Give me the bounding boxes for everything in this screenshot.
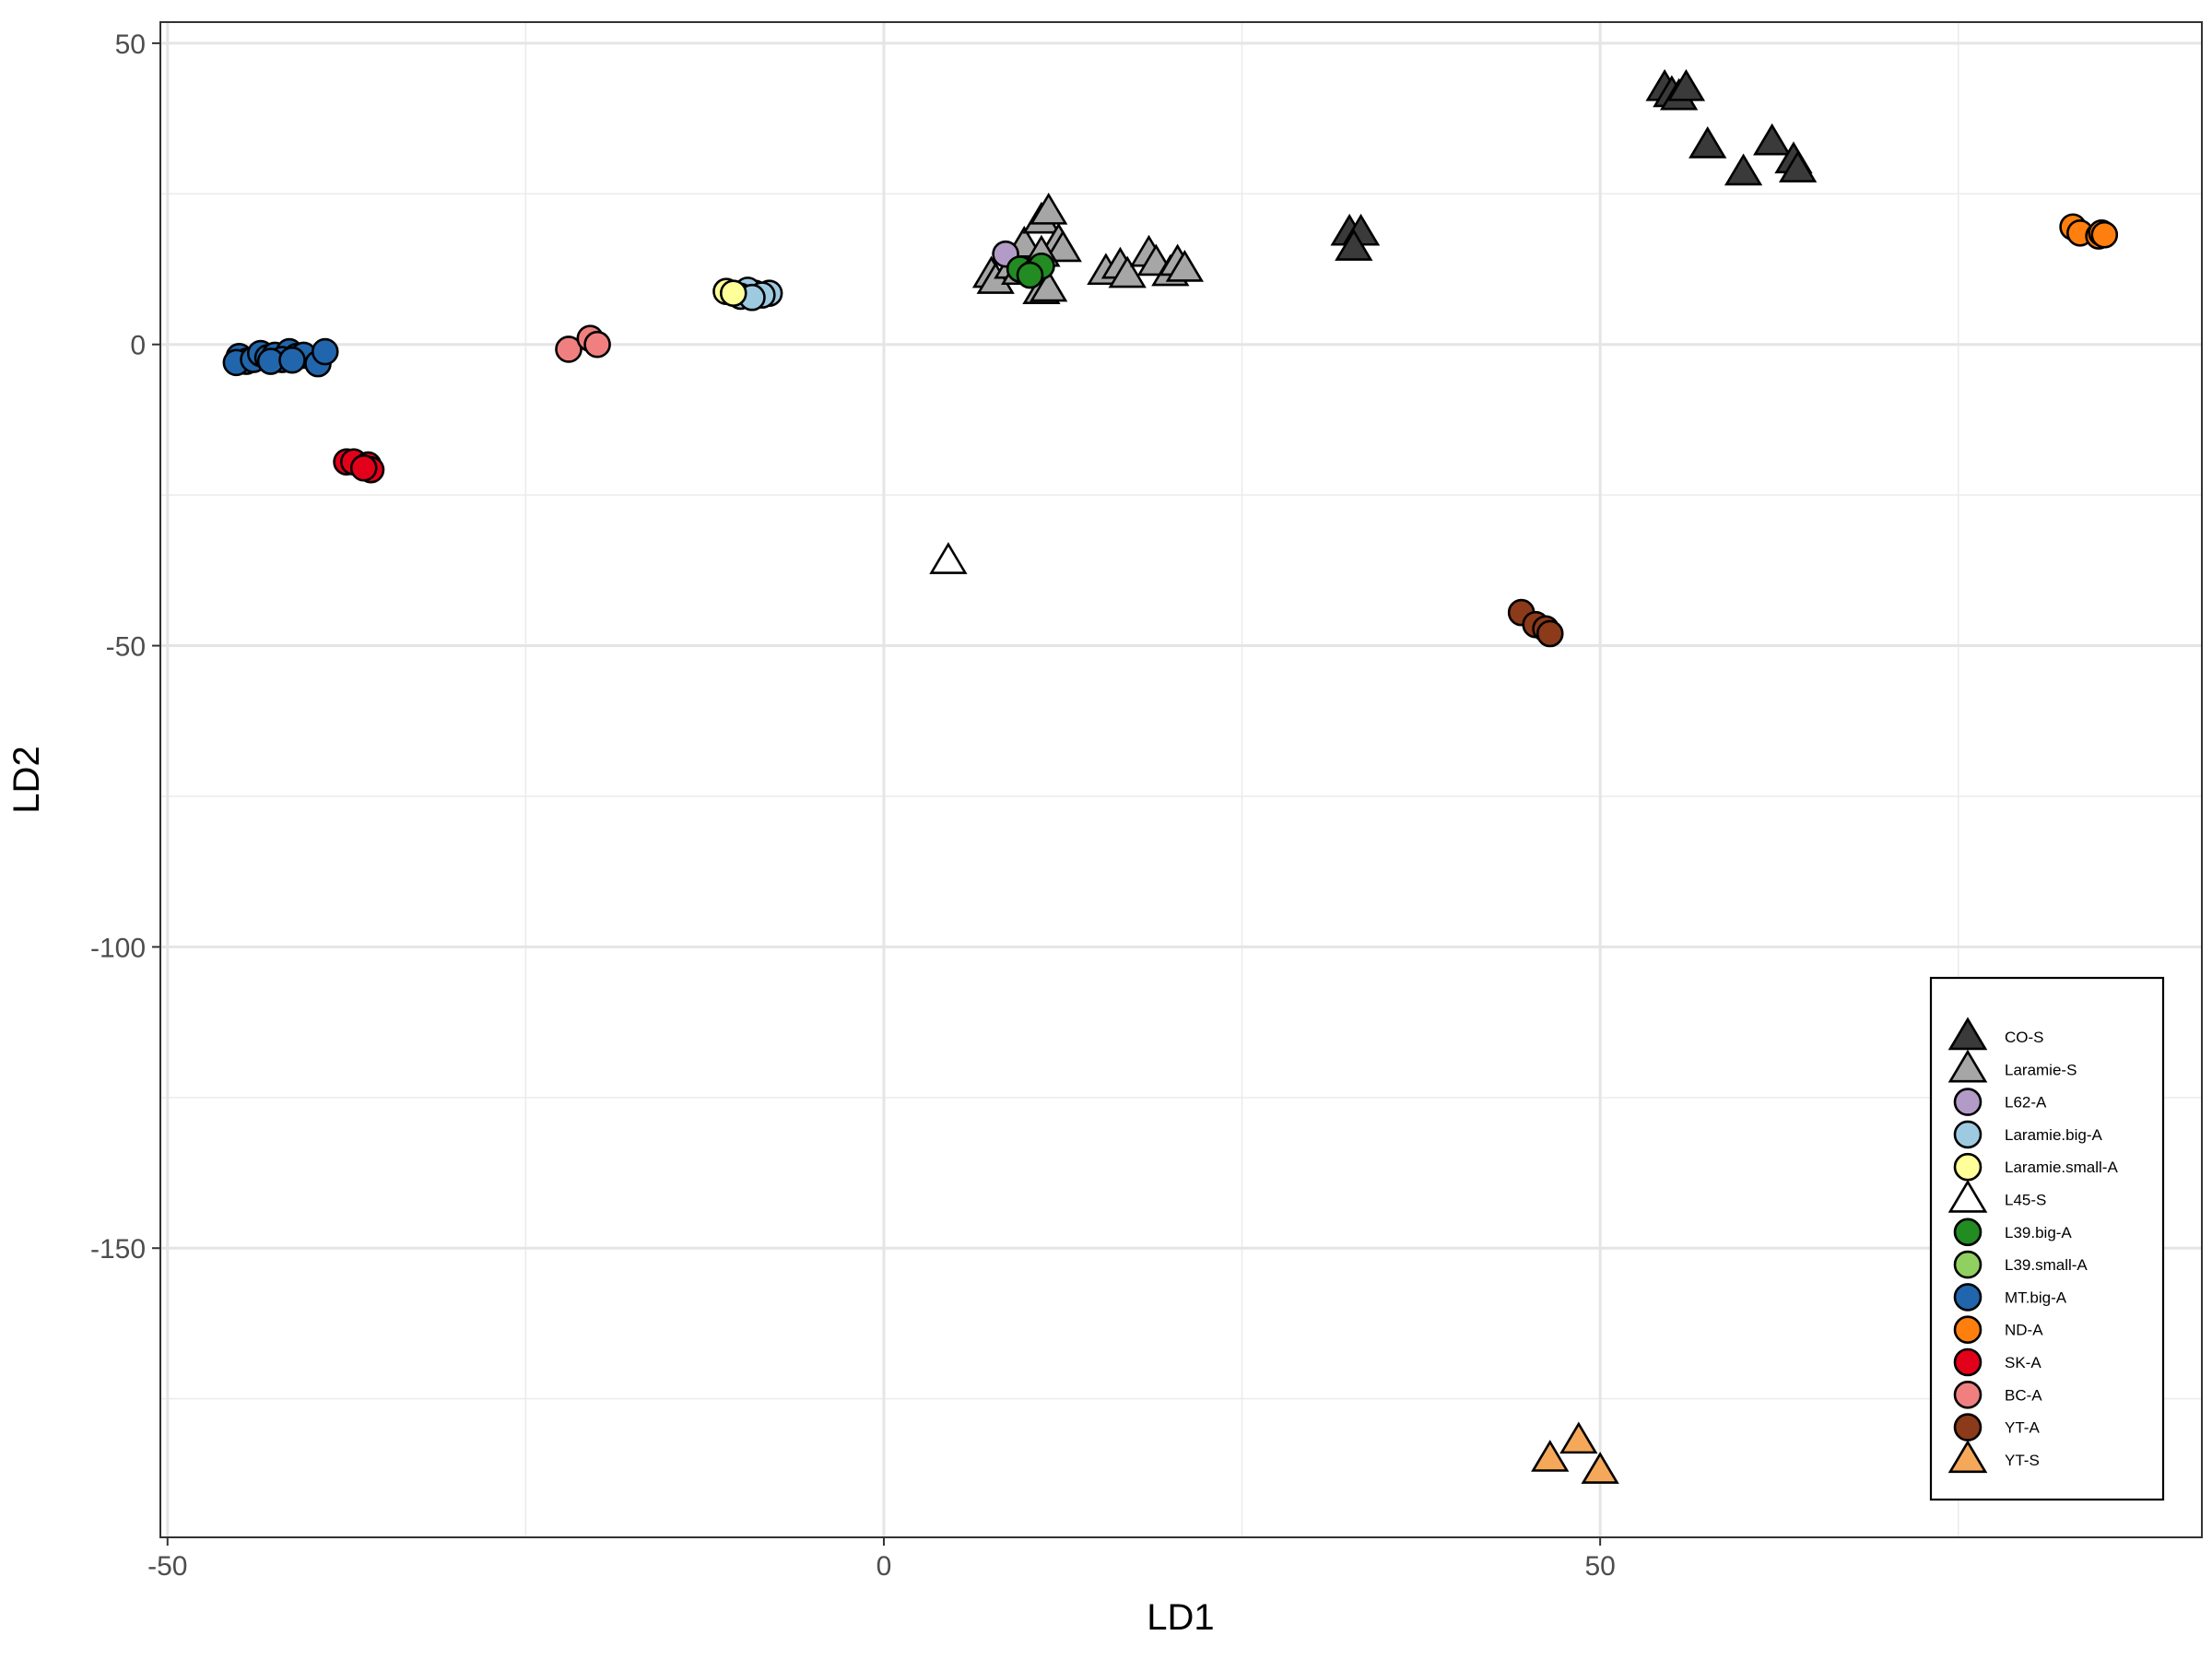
plot-border <box>159 21 2203 1538</box>
point-laramie-s <box>1030 269 1068 302</box>
minor-gridlines <box>160 22 2202 1537</box>
legend-label-nd-a: ND-A <box>2005 1322 2043 1339</box>
x-axis: -50 0 50 <box>147 1537 1616 1582</box>
point-yt-s <box>1531 1440 1570 1472</box>
point-laramie-small-a <box>719 279 747 307</box>
legend-label-laramie-small-a: Laramie.small-A <box>2005 1159 2118 1176</box>
y-tick-label: -50 <box>106 632 146 663</box>
legend-key-bc-a <box>1953 1381 1983 1409</box>
x-tick-label: 50 <box>1584 1551 1615 1582</box>
legend-label-l62-a: L62-A <box>2005 1094 2047 1112</box>
point-co-s <box>1753 123 1792 156</box>
x-tick-label: -50 <box>147 1551 187 1582</box>
major-gridlines <box>160 22 2202 1537</box>
plot-panel <box>160 22 2202 1537</box>
point-l45-s <box>929 542 968 574</box>
point-laramie-s <box>1165 250 1205 282</box>
x-tick-label: 0 <box>877 1551 892 1582</box>
y-tick-label: -150 <box>90 1234 146 1265</box>
point-mt-big-a <box>311 337 339 366</box>
legend-key-sk-a <box>1953 1347 1983 1377</box>
legend-key-nd-a <box>1953 1315 1983 1344</box>
y-tick-label: 0 <box>130 331 146 361</box>
point-co-s <box>1666 68 1706 101</box>
y-axis: 50 0 -50 -100 -150 <box>90 29 160 1265</box>
legend-label-laramie-s: Laramie-S <box>2005 1061 2077 1078</box>
legend-key-co-s <box>1947 1017 1988 1051</box>
legend-key-yt-s <box>1947 1440 1988 1474</box>
point-nd-a <box>2090 220 2119 249</box>
point-laramie-s <box>1030 192 1068 225</box>
y-axis-title: LD2 <box>6 746 47 813</box>
point-yt-s <box>1559 1421 1598 1454</box>
legend-key-l39-big-a <box>1953 1218 1983 1247</box>
point-co-s <box>1688 126 1727 159</box>
point-yt-s <box>1581 1452 1619 1484</box>
point-mt-big-a <box>278 346 306 374</box>
legend-label-sk-a: SK-A <box>2005 1354 2041 1371</box>
legend-label-l45-s: L45-S <box>2005 1192 2046 1209</box>
point-co-s <box>1724 153 1763 186</box>
data-points <box>222 68 2119 1484</box>
legend: CO-S Laramie-S L62-A Laramie.big-A Laramie.s… <box>1929 976 2165 1501</box>
x-axis-title: LD1 <box>1147 1597 1214 1638</box>
legend-key-laramie-s <box>1947 1049 1988 1083</box>
point-bc-a <box>583 330 611 359</box>
point-sk-a <box>349 453 378 482</box>
y-tick-label: 50 <box>115 29 146 60</box>
legend-key-yt-a <box>1953 1413 1983 1441</box>
legend-label-yt-a: YT-A <box>2005 1419 2040 1437</box>
point-laramie-s <box>1108 255 1147 288</box>
legend-key-mt-big-a <box>1953 1283 1983 1312</box>
legend-key-l39-small-a <box>1953 1250 1983 1279</box>
legend-label-laramie-big-a: Laramie.big-A <box>2005 1126 2102 1144</box>
legend-key-l62-a <box>1953 1088 1983 1116</box>
legend-label-l39-small-a: L39.small-A <box>2005 1256 2088 1274</box>
legend-label-l39-big-a: L39.big-A <box>2005 1224 2072 1241</box>
legend-key-laramie-big-a <box>1953 1120 1983 1149</box>
legend-key-laramie-small-a <box>1953 1152 1983 1182</box>
point-co-s <box>1779 150 1818 182</box>
legend-key-l45-s <box>1947 1179 1988 1213</box>
point-l39-big-a <box>1016 261 1044 289</box>
plot-area <box>160 22 2202 1537</box>
point-yt-a <box>1535 619 1564 648</box>
legend-label-yt-s: YT-S <box>2005 1452 2040 1469</box>
legend-label-co-s: CO-S <box>2005 1029 2044 1046</box>
legend-label-mt-big-a: MT.big-A <box>2005 1288 2067 1306</box>
point-co-s <box>1335 229 1373 261</box>
legend-label-bc-a: BC-A <box>2005 1386 2042 1404</box>
point-bc-a <box>555 335 582 363</box>
y-tick-label: -100 <box>90 933 146 963</box>
point-laramie-s <box>1043 229 1082 263</box>
